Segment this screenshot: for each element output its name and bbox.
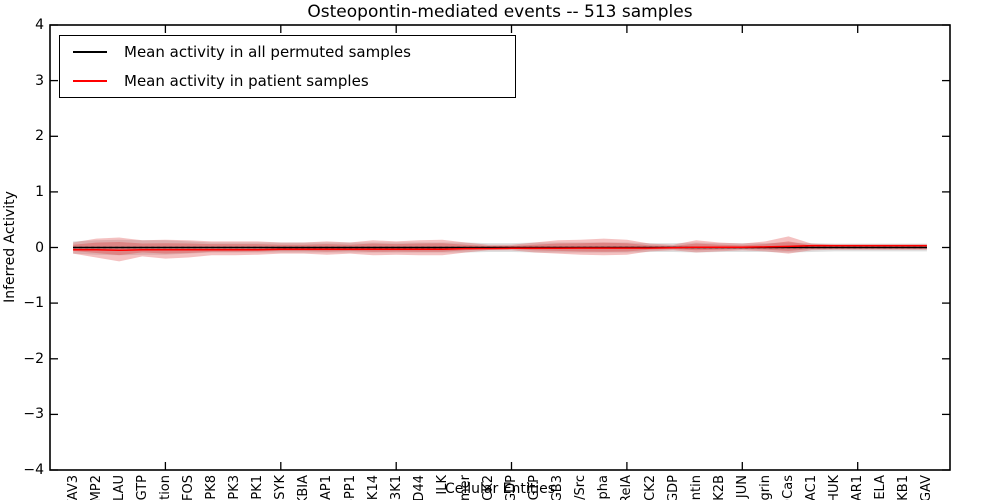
- x-entity-label: MAP3K1: [389, 475, 404, 500]
- x-entity-label: Rac1/GTP: [135, 475, 150, 500]
- x-entity-label: ITGAV: [919, 475, 935, 500]
- x-entity-label: ILK: [434, 475, 450, 495]
- y-tick-label: 2: [35, 128, 44, 145]
- legend-label-patient: Mean activity in patient samples: [124, 71, 369, 90]
- legend-item-patient: Mean activity in patient samples: [60, 67, 515, 95]
- x-entity-label: mol:GDP: [504, 475, 519, 500]
- x-entity-label: JUN: [734, 475, 750, 499]
- x-entity-label: alphaV/beta3 Integrin/Osteopontin/Src: [573, 475, 588, 500]
- patient-mean-line: [73, 244, 927, 252]
- x-entity-label: RELA: [873, 475, 889, 500]
- x-entity-label: bone resorption: [158, 475, 173, 500]
- x-axis-label: Cellular Entities: [444, 481, 556, 497]
- x-entity-label: CD44: [411, 475, 427, 500]
- legend-label-permuted: Mean activity in all permuted samples: [124, 43, 411, 62]
- y-tick-label: −3: [23, 406, 44, 423]
- x-entity-label: CD44/Rho Family GTPase/ROCK2: [481, 475, 496, 500]
- x-entity-label: MAPK3: [227, 475, 243, 500]
- x-entity-label: alphaV beta3 Integrin: [758, 475, 773, 500]
- x-entity-label: mol:GTP: [527, 475, 542, 500]
- x-entity-label: MAPK8: [204, 475, 220, 500]
- x-entity-label: CHUK: [827, 475, 843, 500]
- x-entity-label: ROCK2: [642, 475, 658, 500]
- x-entity-label: MAPK1: [250, 475, 266, 500]
- x-entity-label: ITGB3: [550, 475, 566, 500]
- x-entity-label: Rac1/GDP: [666, 475, 681, 500]
- x-entity-label: PYK2/p130Cas: [781, 475, 796, 500]
- legend: Mean activity in all permuted samples Me…: [59, 35, 516, 98]
- y-tick-label: −1: [23, 295, 44, 312]
- x-entity-label: PTK2B: [711, 475, 727, 500]
- x-entity-label: BCAR1: [850, 475, 866, 500]
- x-entity-label: AP1: [319, 475, 335, 500]
- x-entity-label: PLAU: [111, 475, 127, 500]
- x-entity-label: SPP1: [342, 475, 358, 500]
- x-entity-label: MMP2: [88, 475, 104, 500]
- y-tick-label: 0: [35, 239, 44, 256]
- black-line-swatch: [73, 51, 107, 54]
- x-entity-label: NFKB1: [896, 475, 912, 500]
- x-entity-label: MAP3K14: [366, 475, 381, 500]
- x-entity-label: NF kappa B1 p50/RelA/I kappa B alpha: [596, 475, 611, 500]
- x-entity-label: RAC1: [804, 475, 820, 500]
- x-entity-label: SYK: [273, 475, 289, 500]
- red-line-swatch: [73, 79, 107, 82]
- x-entity-label: NFKBIA: [296, 475, 312, 500]
- y-tick-label: −4: [23, 462, 44, 478]
- x-entity-label: FOS: [180, 475, 196, 500]
- legend-item-permuted: Mean activity in all permuted samples: [60, 38, 515, 66]
- chart-title: Osteopontin-mediated events -- 513 sampl…: [307, 2, 693, 22]
- x-entity-label: NF kappa B1 p50/RelA: [619, 475, 634, 500]
- y-tick-label: 3: [35, 72, 44, 89]
- y-tick-label: 1: [35, 183, 44, 200]
- x-entity-label: VAV3: [65, 475, 81, 500]
- x-entity-label: alphaV/beta3 Integrin/Osteopontin: [689, 475, 704, 500]
- y-tick-label: −2: [23, 350, 44, 367]
- x-entity-label: IKK alpha homodimer: [458, 475, 473, 500]
- y-tick-label: 4: [35, 17, 44, 33]
- plot-border: [49, 24, 951, 471]
